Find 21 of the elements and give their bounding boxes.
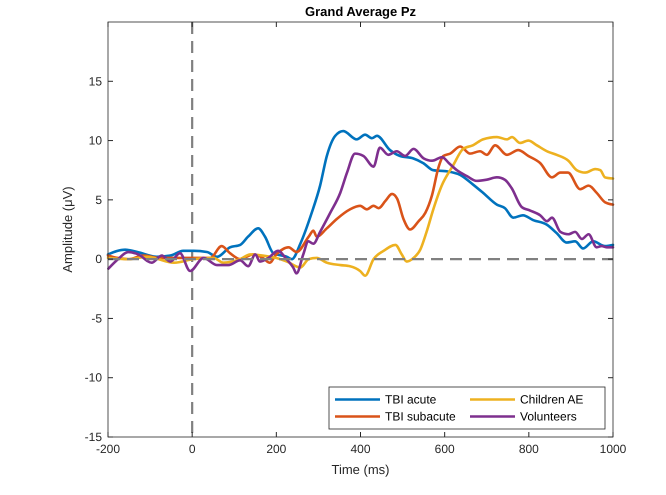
- y-tick-label: -15: [84, 430, 102, 444]
- x-tick-label: 1000: [600, 442, 627, 456]
- x-tick-label: 0: [188, 442, 196, 456]
- legend-label: TBI acute: [385, 392, 437, 406]
- y-tick-label: 10: [88, 134, 102, 148]
- x-tick-label: -200: [96, 442, 120, 456]
- y-tick-label: 15: [88, 74, 102, 88]
- x-tick-label: 400: [350, 442, 371, 456]
- x-tick-label: 200: [266, 442, 287, 456]
- chart-title: Grand Average Pz: [304, 4, 417, 19]
- y-tick-label: -10: [84, 370, 102, 385]
- y-tick-label: 0: [95, 252, 102, 266]
- x-axis-title: Time (ms): [331, 462, 390, 477]
- x-tick-label: 600: [434, 442, 455, 456]
- legend-label: Children AE: [520, 392, 584, 406]
- y-axis-title: Amplitude (μV): [60, 186, 75, 273]
- y-tick-label: -5: [91, 311, 102, 326]
- legend-label: TBI subacute: [385, 410, 456, 424]
- x-tick-label: 800: [518, 442, 540, 456]
- y-tick-label: 5: [95, 192, 102, 207]
- legend-label: Volunteers: [520, 410, 577, 424]
